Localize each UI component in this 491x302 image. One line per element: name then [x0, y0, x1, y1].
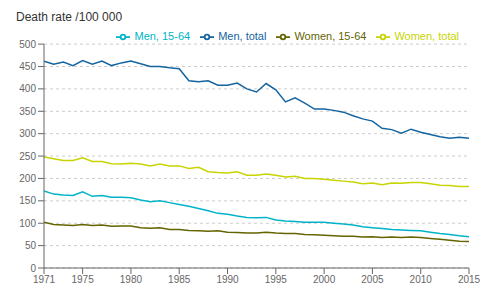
- svg-text:500: 500: [19, 39, 36, 50]
- svg-text:0: 0: [30, 263, 36, 274]
- svg-text:2015: 2015: [458, 274, 481, 285]
- svg-text:2010: 2010: [410, 274, 433, 285]
- svg-text:50: 50: [25, 240, 37, 251]
- svg-text:1975: 1975: [72, 274, 95, 285]
- html-text:Men, 15-64: Men, 15-64: [134, 30, 191, 42]
- svg-text:350: 350: [19, 106, 36, 117]
- svg-text:300: 300: [19, 128, 36, 139]
- svg-text:250: 250: [19, 151, 36, 162]
- svg-text:1980: 1980: [120, 274, 143, 285]
- html-text:Women, total: Women, total: [394, 30, 459, 42]
- svg-text:1990: 1990: [216, 274, 239, 285]
- svg-text:1985: 1985: [168, 274, 191, 285]
- svg-text:1995: 1995: [265, 274, 288, 285]
- svg-text:150: 150: [19, 195, 36, 206]
- html-text:Men, total: Men, total: [218, 30, 267, 42]
- svg-text:450: 450: [19, 61, 36, 72]
- html-text:Women, 15-64: Women, 15-64: [294, 30, 367, 42]
- svg-text:400: 400: [19, 83, 36, 94]
- svg-text:2000: 2000: [313, 274, 336, 285]
- svg-text:2005: 2005: [361, 274, 384, 285]
- svg-text:100: 100: [19, 218, 36, 229]
- html-text:Death rate /100 000: Death rate /100 000: [16, 10, 123, 24]
- svg-text:200: 200: [19, 173, 36, 184]
- svg-text:1971: 1971: [33, 274, 56, 285]
